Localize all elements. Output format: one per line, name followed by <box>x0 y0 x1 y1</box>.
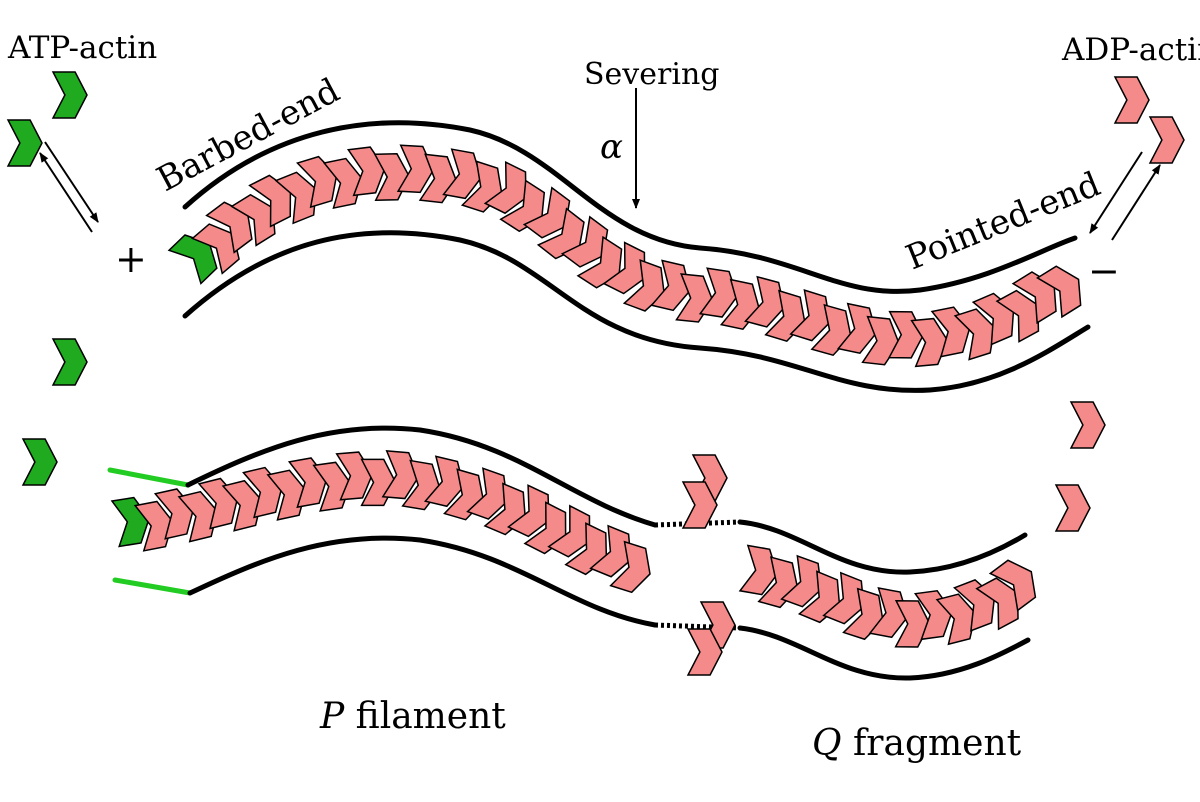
top-filament-monomer <box>698 267 739 318</box>
p-filament-monomer <box>177 490 219 543</box>
adp-dissociation-arrow <box>1111 164 1161 241</box>
atp-actin-label: ATP-actin <box>7 30 157 66</box>
top-filament-monomer <box>346 146 386 197</box>
p-filament-upper-wall <box>185 425 658 528</box>
top-filament-monomer <box>1011 271 1057 325</box>
q-fragment-lower-wall <box>737 625 1031 681</box>
top-filament-monomer <box>810 303 852 357</box>
p-filament-monomer <box>564 522 608 576</box>
free-atp-actin-monomer <box>6 119 43 167</box>
q-fragment-monomer <box>988 559 1037 612</box>
p-filament-label: P filament <box>319 696 506 737</box>
adp-association-arrow <box>1089 151 1143 234</box>
minus-end-label: − <box>1088 249 1120 293</box>
p-filament-monomer <box>547 504 591 558</box>
top-filament-monomer <box>483 160 527 215</box>
q-fragment-monomer <box>975 577 1019 631</box>
top-filament-lower-wall <box>182 230 1091 393</box>
p-filament-monomer <box>423 455 465 508</box>
q-fragment-monomer <box>738 544 779 596</box>
plus-end-label: + <box>115 237 147 281</box>
top-filament-monomer <box>764 289 806 343</box>
top-filament-monomer <box>744 275 786 328</box>
top-filament-monomer <box>522 186 571 239</box>
alpha-label: α <box>600 127 623 167</box>
q-fragment-monomer <box>842 587 884 641</box>
p-filament-monomer <box>589 524 632 578</box>
p-filament-green-cap-lower <box>112 577 193 596</box>
top-filament-monomer <box>861 315 900 366</box>
top-filament-monomer <box>995 289 1040 343</box>
free-atp-actin-monomer <box>51 338 88 386</box>
p-filament-monomer <box>609 540 651 594</box>
top-filament-monomer <box>442 148 482 200</box>
top-filament-monomer <box>576 235 623 289</box>
q-fragment-monomers <box>738 544 1037 648</box>
top-filament-monomer <box>322 157 363 210</box>
q-fragment-upper-wall <box>737 519 1028 575</box>
top-filament-monomer <box>602 241 646 295</box>
free-adp-actin-monomer <box>1054 484 1091 532</box>
p-filament-monomer <box>381 450 420 500</box>
p-filament-monomer <box>266 469 307 521</box>
top-filament-monomer <box>396 144 435 194</box>
q-fragment-monomer <box>894 600 931 648</box>
top-filament-monomer <box>167 234 218 285</box>
top-filament-monomer <box>205 201 253 254</box>
free-adp-actin-monomer <box>681 481 718 529</box>
top-filament-monomers <box>167 144 1082 368</box>
free-monomers <box>6 71 1185 676</box>
p-filament-severed-gap-lower <box>654 622 741 631</box>
q-fragment-label: Q fragment <box>812 723 1022 764</box>
atp-association-arrow <box>44 141 99 223</box>
p-filament-monomer <box>523 501 567 555</box>
top-filament-monomer <box>274 171 317 225</box>
p-filament-monomer <box>506 484 550 538</box>
pointed-end-label: Pointed-end <box>900 164 1106 278</box>
q-fragment-monomer <box>822 571 865 625</box>
top-filament-monomer <box>536 207 585 260</box>
top-filament-monomer <box>190 223 240 275</box>
free-adp-actin-monomer <box>1148 116 1185 164</box>
top-filament-monomer <box>1036 265 1082 319</box>
top-filament-monomer <box>499 179 546 233</box>
top-filament-monomer <box>910 317 949 368</box>
top-filament-upper-wall <box>182 120 1078 294</box>
severing-label: Severing <box>584 57 719 92</box>
top-filament-monomer <box>622 259 665 312</box>
p-filament-lower-wall <box>187 535 658 628</box>
p-filament-green-cap-upper <box>107 467 191 488</box>
q-fragment-monomer <box>780 554 823 608</box>
top-filament-monomer <box>560 215 609 268</box>
free-atp-actin-monomer <box>21 438 58 486</box>
p-filament-monomer <box>133 500 174 552</box>
free-adp-actin-monomer <box>1069 401 1106 449</box>
free-adp-actin-monomer <box>686 628 723 676</box>
q-fragment-monomer <box>935 593 977 646</box>
p-filament-monomers <box>110 450 651 594</box>
top-filament-monomer <box>295 155 338 209</box>
adp-actin-label: ADP-actin <box>1061 32 1200 68</box>
p-filament-monomer <box>466 467 509 520</box>
top-filament-monomer <box>230 193 276 247</box>
atp-dissociation-arrow <box>39 152 93 233</box>
top-filament-monomer <box>650 259 691 312</box>
free-atp-actin-monomer <box>51 71 88 119</box>
top-filament-monomer <box>789 289 831 342</box>
p-filament-monomer <box>221 479 263 532</box>
top-filament-monomer <box>248 174 292 228</box>
free-adp-actin-monomer <box>1113 76 1150 124</box>
top-filament-monomer <box>953 308 996 361</box>
